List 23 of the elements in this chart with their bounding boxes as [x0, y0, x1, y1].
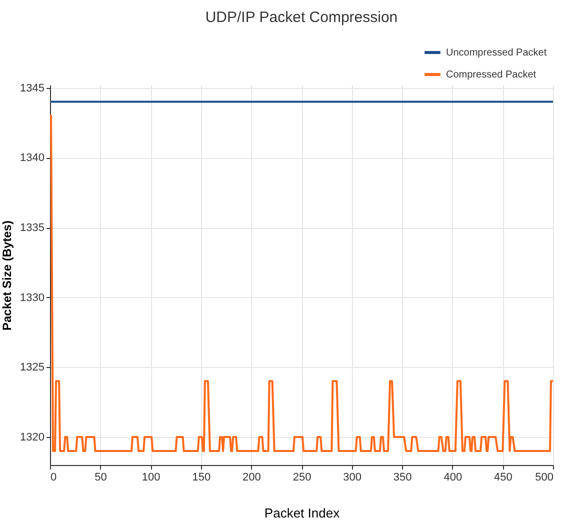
line-series — [49, 114, 554, 452]
x-tick-label: 150 — [192, 472, 211, 484]
y-tick-label: 1330 — [20, 292, 44, 304]
chart-title: UDP/IP Packet Compression — [205, 9, 398, 26]
x-tick-label: 500 — [535, 472, 554, 484]
y-tick-label: 1345 — [20, 82, 44, 94]
x-tick-label: 300 — [343, 472, 362, 484]
y-tick-label: 1320 — [20, 432, 44, 444]
x-tick-label: 0 — [50, 472, 57, 484]
y-tick-label: 1340 — [20, 152, 44, 164]
x-tick-label: 450 — [494, 472, 512, 484]
x-axis-title: Packet Index — [264, 506, 340, 520]
y-tick-label: 1325 — [20, 362, 44, 374]
legend-label: Compressed Packet — [446, 70, 536, 80]
x-tick-label: 100 — [142, 472, 160, 484]
y-tick-label: 1335 — [20, 222, 44, 234]
x-tick-label: 250 — [292, 472, 312, 484]
x-tick-label: 400 — [444, 472, 462, 484]
x-tick-label: 350 — [393, 472, 412, 484]
x-tick-label: 200 — [242, 472, 261, 484]
x-tick-label: 50 — [94, 472, 107, 484]
y-axis-title: Packet Size (Bytes) — [0, 220, 14, 331]
legend-label: Uncompressed Packet — [446, 48, 547, 58]
